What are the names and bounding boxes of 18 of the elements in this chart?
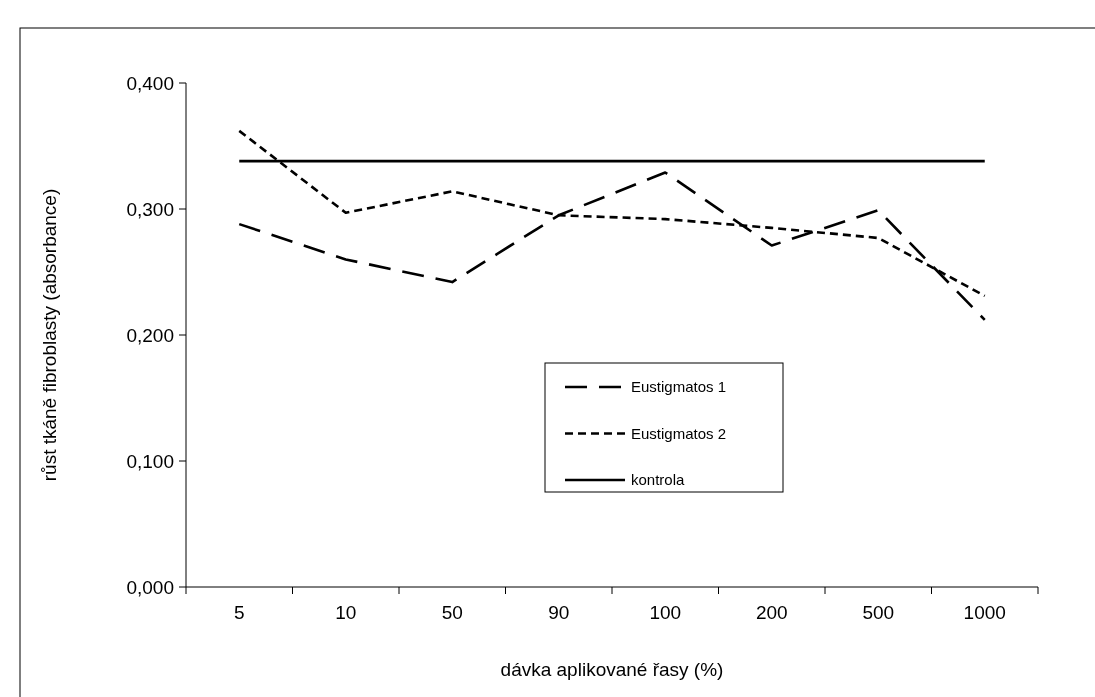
y-tick-label: 0,400 <box>126 72 174 94</box>
x-axis-title: dávka aplikované řasy (%) <box>500 659 724 680</box>
y-tick-label: 0,200 <box>126 324 174 346</box>
legend-label: Eustigmatos 1 <box>631 378 727 396</box>
y-tick-label: 0,100 <box>126 450 174 472</box>
x-tick-label: 500 <box>862 602 895 623</box>
x-tick-label: 200 <box>755 602 788 623</box>
y-axis-title: růst tkáně fibroblasty (absorbance) <box>39 188 60 482</box>
x-tick-label: 1000 <box>963 602 1006 623</box>
x-tick-label: 10 <box>335 602 357 623</box>
x-tick-label: 50 <box>441 602 463 623</box>
y-tick-label: 0,300 <box>126 198 174 220</box>
x-tick-label: 100 <box>649 602 682 623</box>
x-tick-label: 5 <box>233 602 245 623</box>
x-tick-label: 90 <box>548 602 570 623</box>
legend-label: kontrola <box>631 471 686 489</box>
legend-label: Eustigmatos 2 <box>631 424 727 442</box>
y-tick-label: 0,000 <box>126 576 174 598</box>
